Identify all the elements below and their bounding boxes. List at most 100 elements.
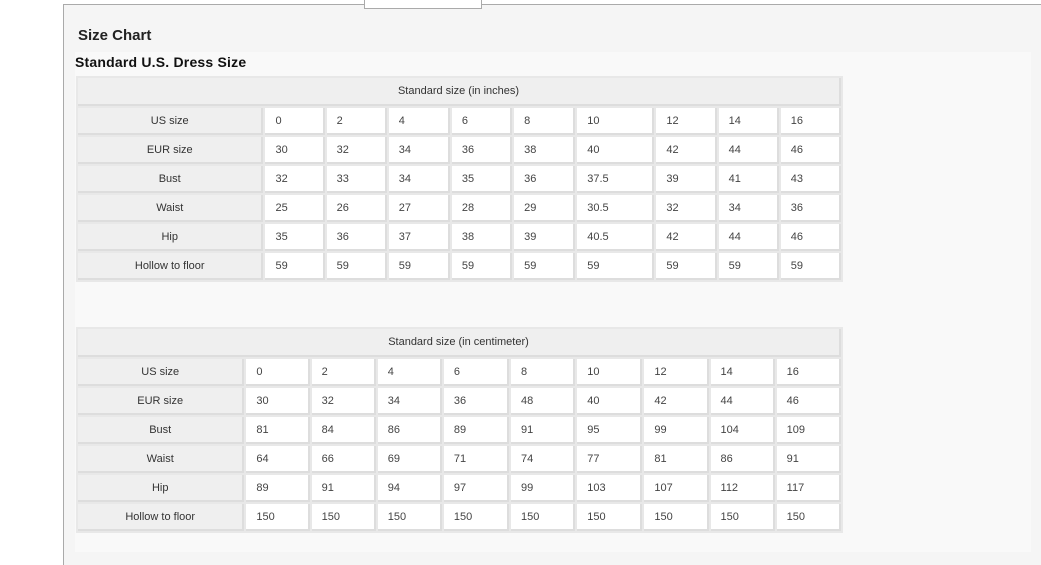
table-row: EUR size 30 32 34 36 48 40 42 44 46	[78, 388, 841, 415]
table-cell: 89	[443, 417, 510, 444]
table-cell: 150	[710, 504, 775, 531]
table-cell: 59	[577, 253, 655, 280]
size-table-inches: Standard size (in inches) US size 0 2 4 6 8 10 1…	[76, 76, 843, 282]
table-cell: 43	[780, 166, 841, 193]
table-cell: 37	[388, 224, 450, 251]
table-cell: 25	[265, 195, 325, 222]
table-row: Bust 32 33 34 35 36 37.5 39 41 43	[78, 166, 841, 193]
table-cell: 34	[377, 388, 442, 415]
table-cell: 59	[718, 253, 779, 280]
table-cell: 150	[443, 504, 510, 531]
table-row: Hip 89 91 94 97 99 103 107 112 117	[78, 475, 841, 502]
table-cell: 59	[265, 253, 325, 280]
row-label: US size	[78, 359, 245, 386]
table-cell: 32	[326, 137, 387, 164]
table-cell: 91	[776, 446, 841, 473]
table-cell: 10	[577, 359, 643, 386]
row-label: Bust	[78, 166, 264, 193]
table-cell: 34	[388, 137, 450, 164]
table-cell: 29	[514, 195, 576, 222]
table-cell: 150	[776, 504, 841, 531]
table-cell: 42	[656, 224, 717, 251]
table-row: Waist 25 26 27 28 29 30.5 32 34 36	[78, 195, 841, 222]
table-cell: 46	[780, 137, 841, 164]
table-row: US size 0 2 4 6 8 10 12 14 16	[78, 359, 841, 386]
row-label: US size	[78, 108, 264, 135]
row-label: Hollow to floor	[78, 504, 245, 531]
table-cell: 59	[656, 253, 717, 280]
table-cell: 4	[377, 359, 442, 386]
row-label: Bust	[78, 417, 245, 444]
table-cell: 59	[326, 253, 387, 280]
table-cell: 0	[246, 359, 310, 386]
table-cell: 30.5	[577, 195, 655, 222]
table-cell: 71	[443, 446, 510, 473]
table-cell: 39	[656, 166, 717, 193]
row-label: Hollow to floor	[78, 253, 264, 280]
table-cell: 36	[780, 195, 841, 222]
table-cell: 35	[265, 224, 325, 251]
tab[interactable]	[364, 0, 482, 9]
size-table-centimeter: Standard size (in centimeter) US size 0 2 4 6…	[76, 327, 843, 533]
table-cell: 8	[514, 108, 576, 135]
table-cell: 59	[780, 253, 841, 280]
table-cell: 4	[388, 108, 450, 135]
table-row: EUR size 30 32 34 36 38 40 42 44 46	[78, 137, 841, 164]
table-cell: 34	[388, 166, 450, 193]
table-cell: 14	[710, 359, 775, 386]
table-cell: 32	[656, 195, 717, 222]
table-cell: 59	[451, 253, 513, 280]
table-cell: 34	[718, 195, 779, 222]
table-row: Bust 81 84 86 89 91 95 99 104 109	[78, 417, 841, 444]
table-cell: 6	[451, 108, 513, 135]
table-cell: 84	[311, 417, 376, 444]
table-row: Hip 35 36 37 38 39 40.5 42 44 46	[78, 224, 841, 251]
table-cell: 8	[511, 359, 576, 386]
table-cell: 37.5	[577, 166, 655, 193]
table-cell: 36	[514, 166, 576, 193]
table-cell: 104	[710, 417, 775, 444]
table-cell: 16	[780, 108, 841, 135]
table-cell: 26	[326, 195, 387, 222]
table-row: Hollow to floor 150 150 150 150 150 150 150 150 1…	[78, 504, 841, 531]
section-title: Standard U.S. Dress Size	[75, 54, 247, 70]
row-label: Hip	[78, 475, 245, 502]
table-caption: Standard size (in inches)	[78, 78, 841, 106]
table-cell: 77	[577, 446, 643, 473]
table-cell: 150	[246, 504, 310, 531]
table-cell: 91	[511, 417, 576, 444]
table-cell: 81	[644, 446, 709, 473]
table-row: Waist 64 66 69 71 74 77 81 86 91	[78, 446, 841, 473]
table-caption: Standard size (in centimeter)	[78, 329, 841, 357]
table-cell: 30	[265, 137, 325, 164]
table-cell: 40.5	[577, 224, 655, 251]
table-cell: 36	[443, 388, 510, 415]
row-label: Waist	[78, 195, 264, 222]
table-cell: 10	[577, 108, 655, 135]
table-cell: 16	[776, 359, 841, 386]
table-cell: 117	[776, 475, 841, 502]
table-cell: 42	[656, 137, 717, 164]
table-cell: 33	[326, 166, 387, 193]
table-cell: 64	[246, 446, 310, 473]
table-row: US size 0 2 4 6 8 10 12 14 16	[78, 108, 841, 135]
table-cell: 36	[451, 137, 513, 164]
table-cell: 42	[644, 388, 709, 415]
table-cell: 44	[710, 388, 775, 415]
table-cell: 69	[377, 446, 442, 473]
table-cell: 32	[311, 388, 376, 415]
table-cell: 39	[514, 224, 576, 251]
table-cell: 12	[656, 108, 717, 135]
table-cell: 109	[776, 417, 841, 444]
table-cell: 40	[577, 137, 655, 164]
table-cell: 150	[644, 504, 709, 531]
table-cell: 46	[776, 388, 841, 415]
page-title: Size Chart	[78, 27, 152, 44]
table-cell: 38	[514, 137, 576, 164]
table-cell: 150	[577, 504, 643, 531]
table-cell: 0	[265, 108, 325, 135]
row-label: Hip	[78, 224, 264, 251]
table-cell: 35	[451, 166, 513, 193]
table-cell: 41	[718, 166, 779, 193]
table-cell: 150	[377, 504, 442, 531]
